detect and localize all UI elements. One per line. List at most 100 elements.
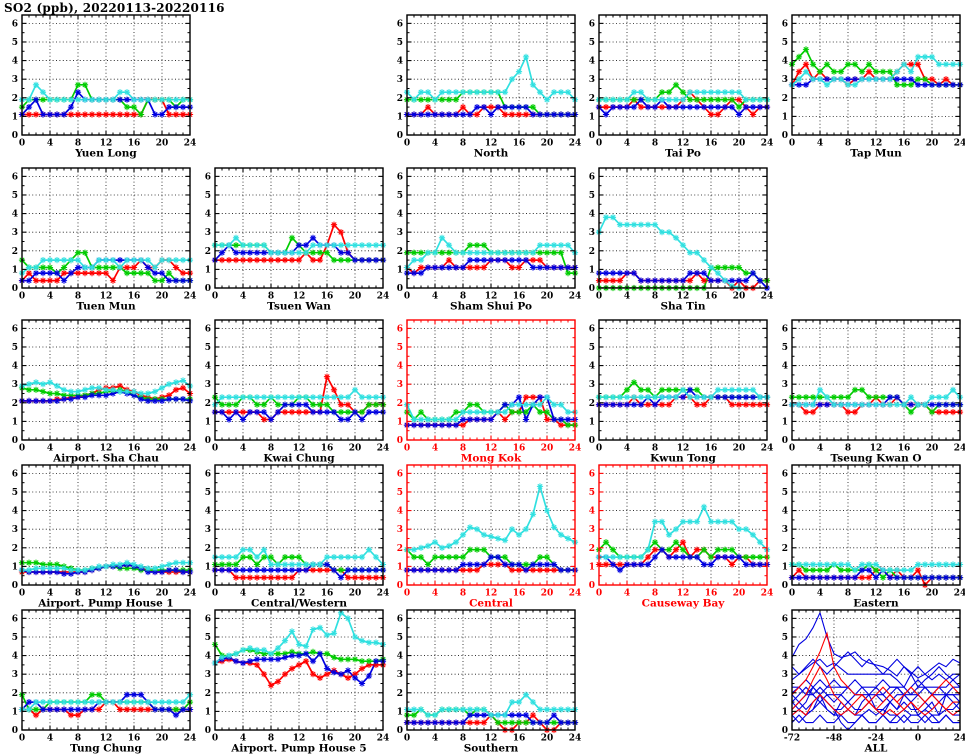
x-tick-label: 20 (926, 589, 939, 599)
x-tick-label: 0 (212, 734, 218, 744)
y-tick-label: 3 (12, 380, 18, 390)
station-label: Airport. Pump House 5 (230, 743, 366, 755)
x-tick-label: 16 (705, 589, 718, 599)
y-tick-label: 3 (782, 380, 788, 390)
x-tick-label: 24 (377, 292, 390, 302)
x-tick-label: 4 (432, 292, 438, 302)
x-tick-label: 12 (870, 589, 883, 599)
plot-frame (598, 14, 768, 136)
y-tick-label: 1 (12, 707, 18, 717)
station-label: Airport. Pump House 1 (37, 598, 173, 610)
y-tick-label: 6 (397, 324, 403, 334)
y-tick-label: 2 (12, 247, 18, 257)
x-tick-label: 20 (733, 292, 746, 302)
y-tick-label: 3 (12, 525, 18, 535)
x-tick-label: 8 (268, 444, 274, 454)
y-tick-label: 0 (12, 581, 18, 591)
x-tick-label: 0 (212, 444, 218, 454)
y-tick-label: 5 (589, 343, 595, 353)
y-tick-label: 1 (397, 417, 403, 427)
x-tick-label: 20 (349, 444, 362, 454)
plot-frame (214, 319, 384, 441)
station-label: Tuen Mun (76, 301, 136, 313)
x-tick-label: 20 (156, 292, 169, 302)
y-tick-label: 0 (397, 436, 403, 446)
x-tick-label: 0 (19, 292, 25, 302)
y-tick-label: 4 (782, 362, 788, 372)
y-tick-label: 1 (782, 562, 788, 572)
station-label: Airport. Sha Chau (52, 453, 159, 465)
y-tick-label: 2 (205, 544, 211, 554)
y-tick-label: 2 (12, 399, 18, 409)
x-tick-label: 4 (240, 734, 246, 744)
x-tick-label: 8 (652, 444, 658, 454)
plot-frame (21, 464, 191, 586)
x-tick-label: 16 (128, 734, 141, 744)
y-tick-label: 5 (205, 191, 211, 201)
x-tick-label: 12 (677, 444, 690, 454)
x-tick-label: 24 (954, 139, 965, 149)
x-tick-label: 16 (321, 444, 334, 454)
x-tick-label: 0 (212, 589, 218, 599)
x-tick-label: -24 (868, 734, 884, 744)
x-tick-label: 4 (624, 589, 630, 599)
y-tick-label: 4 (397, 507, 403, 517)
y-tick-label: 4 (12, 507, 18, 517)
station-label: Sham Shui Po (450, 301, 532, 313)
x-tick-label: 4 (47, 139, 53, 149)
x-tick-label: 4 (432, 734, 438, 744)
y-tick-label: 4 (782, 507, 788, 517)
y-tick-label: 2 (205, 689, 211, 699)
x-tick-label: 24 (954, 589, 965, 599)
gridlines (215, 168, 383, 288)
series-lines (792, 611, 960, 730)
y-tick-label: 1 (12, 417, 18, 427)
station-label: Mong Kok (461, 453, 522, 465)
x-tick-label: 16 (128, 444, 141, 454)
y-tick-label: 4 (397, 652, 403, 662)
x-tick-label: 8 (845, 444, 851, 454)
x-tick-label: 24 (184, 139, 197, 149)
plot-frame (214, 464, 384, 586)
y-tick-label: 6 (205, 324, 211, 334)
y-tick-label: 0 (12, 284, 18, 294)
x-tick-label: 8 (75, 139, 81, 149)
x-tick-label: 20 (733, 139, 746, 149)
y-tick-label: 0 (397, 726, 403, 736)
y-tick-label: 0 (589, 131, 595, 141)
x-tick-label: 0 (19, 139, 25, 149)
y-tick-label: 6 (205, 172, 211, 182)
x-tick-label: 24 (761, 139, 774, 149)
gridlines (215, 320, 383, 440)
plot-frame (406, 464, 576, 586)
plot-frame (791, 609, 961, 731)
y-tick-label: 3 (205, 525, 211, 535)
x-tick-label: 4 (240, 444, 246, 454)
y-tick-label: 2 (782, 94, 788, 104)
x-tick-label: 0 (404, 139, 410, 149)
series-markers (211, 546, 387, 581)
y-tick-label: 1 (397, 265, 403, 275)
y-tick-label: 6 (589, 324, 595, 334)
station-label: Kwun Tong (650, 453, 716, 465)
x-tick-label: 8 (268, 734, 274, 744)
x-tick-label: 20 (156, 139, 169, 149)
y-tick-label: 3 (782, 75, 788, 85)
x-tick-label: 0 (789, 139, 795, 149)
y-tick-label: 1 (205, 417, 211, 427)
plot-frame (21, 167, 191, 289)
y-tick-label: 4 (397, 362, 403, 372)
x-tick-label: 12 (677, 292, 690, 302)
x-tick-label: 20 (541, 734, 554, 744)
station-label: Tap Mun (850, 148, 902, 160)
x-tick-label: 12 (293, 734, 306, 744)
y-tick-label: 3 (205, 380, 211, 390)
plot-frame (406, 609, 576, 731)
station-label: Kwai Chung (263, 453, 335, 465)
y-tick-label: 2 (782, 399, 788, 409)
